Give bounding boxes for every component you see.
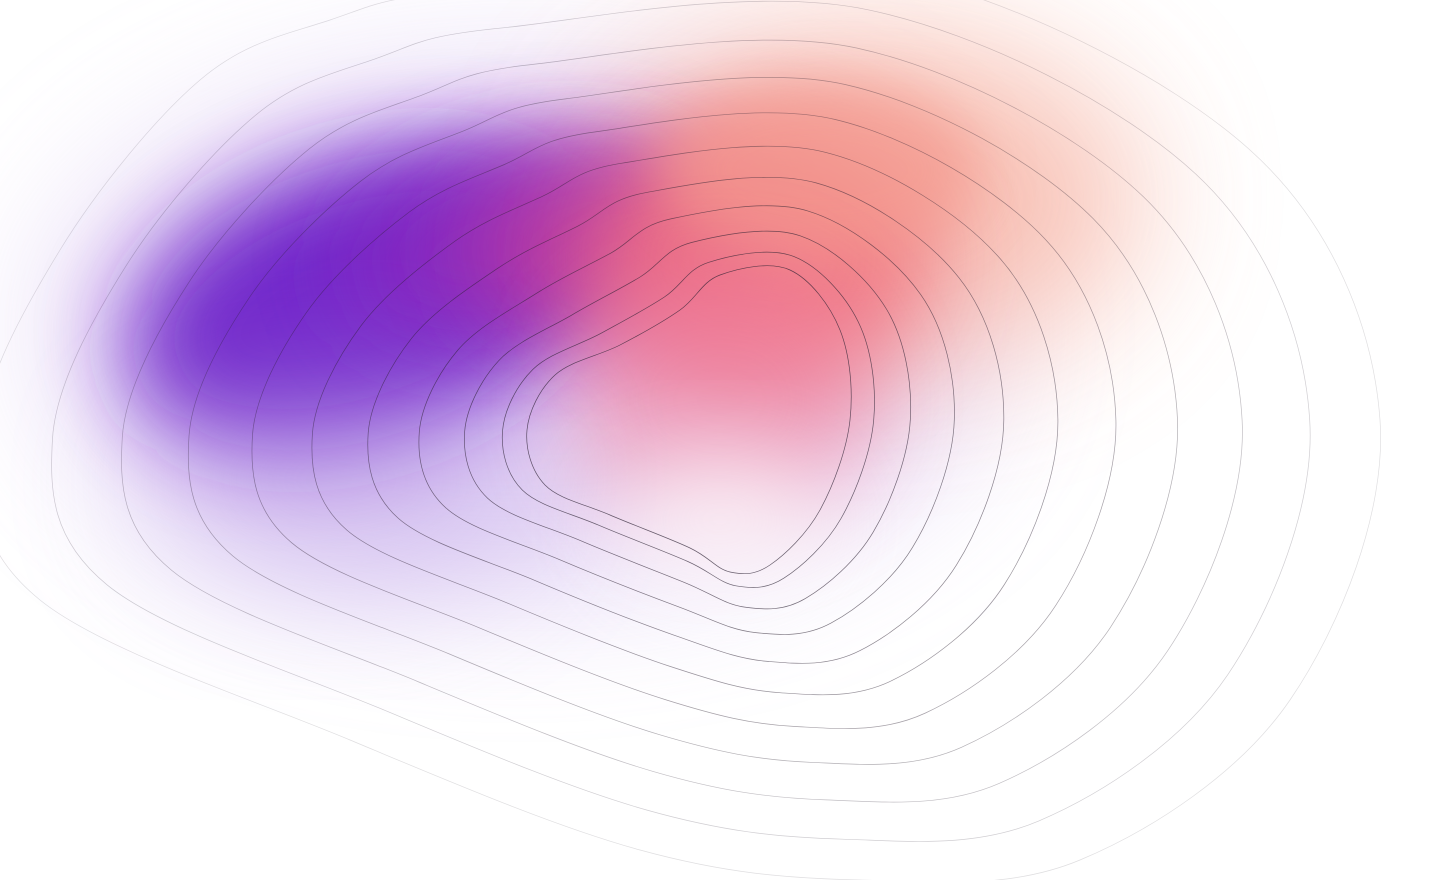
white-soft-center	[610, 450, 830, 590]
contour-line-9	[121, 39, 1243, 803]
contour-line-1	[526, 265, 852, 575]
contour-lines	[0, 0, 1381, 880]
salmon-blob	[660, 80, 980, 260]
contour-line-2	[501, 251, 875, 588]
contour-line-6	[311, 145, 1059, 696]
lavender-lower-glow	[140, 370, 540, 590]
contour-line-11	[0, 0, 1381, 880]
pink-blob	[570, 270, 870, 530]
contour-line-7	[251, 112, 1117, 729]
contour-line-8	[187, 77, 1178, 765]
contour-line-5	[367, 176, 1005, 664]
color-blobs	[50, 30, 1140, 590]
contour-line-10	[51, 0, 1311, 842]
contour-line-3	[464, 230, 912, 610]
contour-line-4	[418, 205, 955, 635]
